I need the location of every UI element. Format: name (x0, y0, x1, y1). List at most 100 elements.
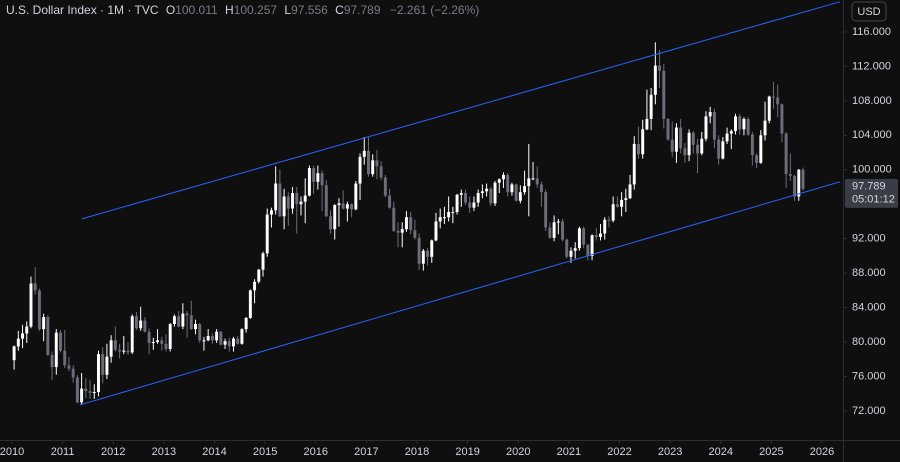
candle-body (696, 144, 700, 154)
candle-body (434, 221, 438, 241)
candle-body (143, 320, 147, 332)
candle-body (480, 191, 484, 194)
candle-body (333, 205, 337, 230)
candle-body (59, 332, 62, 351)
candle-body (172, 316, 176, 324)
candle-body (400, 229, 404, 233)
candle-body (489, 188, 493, 204)
trend-line (81, 1, 840, 220)
candle-body (763, 120, 767, 136)
candle-body (746, 118, 750, 135)
candle-body (409, 217, 413, 231)
candle-body (198, 323, 202, 341)
candle-body (105, 356, 109, 375)
x-tick-label: 2011 (51, 446, 75, 458)
candle-body (738, 116, 742, 130)
x-tick-label: 2017 (354, 446, 378, 458)
candle-body (464, 193, 467, 203)
x-tick-label: 2014 (202, 446, 226, 458)
candle-body (324, 185, 328, 217)
candle-body (607, 219, 611, 221)
y-tick-label: 116.000 (852, 26, 891, 38)
candle-body (472, 202, 476, 208)
candle-body (210, 336, 214, 341)
symbol-title: U.S. Dollar Index · 1M · TVC (6, 3, 159, 17)
candle-body (194, 323, 197, 330)
candle-body (788, 174, 792, 176)
candle-body (101, 354, 105, 375)
candle-body (244, 317, 248, 330)
candle-body (497, 179, 501, 183)
candle-body (793, 175, 797, 197)
chart-header: U.S. Dollar Index · 1M · TVC O100.011 H1… (6, 3, 479, 17)
close-value: 97.789 (344, 3, 381, 17)
high-label: H (225, 3, 234, 17)
candle-body (658, 65, 662, 71)
last-price-box (845, 178, 898, 208)
candle-body (80, 388, 84, 403)
candle-body (269, 210, 273, 215)
candle-body (265, 214, 269, 254)
candle-body (544, 192, 548, 228)
candle-body (666, 118, 670, 140)
candle-body (641, 129, 645, 155)
candle-body (628, 184, 632, 199)
candle-body (485, 188, 489, 192)
candle-body (282, 196, 286, 217)
candle-body (206, 336, 210, 341)
candle-body (189, 315, 193, 330)
candle-body (261, 253, 265, 270)
y-tick-label: 92.000 (852, 233, 886, 245)
candle-body (582, 228, 586, 245)
x-tick-label: 2018 (405, 446, 429, 458)
x-tick-label: 2026 (810, 446, 834, 458)
candle-body (594, 235, 598, 237)
candle-body (620, 199, 624, 207)
candle-body (780, 104, 784, 134)
candle-body (476, 193, 480, 203)
candle-body (725, 133, 729, 142)
currency-label[interactable]: USD (857, 6, 880, 18)
candle-body (46, 317, 50, 355)
x-tick-label: 2022 (607, 446, 631, 458)
candle-body (379, 166, 383, 178)
candle-body (126, 350, 130, 353)
candle-body (438, 217, 442, 222)
candle-body (375, 160, 379, 167)
candle-body (535, 178, 539, 185)
candle-body (97, 354, 100, 393)
candle-body (303, 195, 307, 202)
candle-body (16, 338, 20, 347)
x-tick-label: 2015 (253, 446, 277, 458)
candle-body (215, 331, 219, 341)
candle-body (506, 174, 510, 193)
candle-body (168, 323, 172, 349)
candle-body (139, 320, 143, 329)
candle-body (704, 116, 708, 139)
candle-body (122, 350, 126, 352)
candle-body (295, 193, 299, 205)
candle-body (75, 377, 79, 403)
candle-body (367, 150, 370, 175)
candle-body (92, 392, 96, 394)
candle-body (683, 148, 687, 156)
candle-body (164, 343, 168, 349)
candle-body (118, 349, 122, 352)
candle-body (662, 70, 666, 119)
candle-body (556, 221, 560, 223)
change-value: −2.261 (−2.26%) (390, 3, 479, 17)
candle-body (797, 169, 801, 197)
candle-body (236, 338, 240, 344)
candle-body (25, 326, 29, 334)
currency-button[interactable] (851, 1, 887, 22)
candle-body (248, 290, 252, 318)
x-tick-label: 2010 (0, 446, 24, 458)
candle-body (573, 248, 577, 251)
candle-body (404, 217, 408, 230)
candle-body (371, 160, 375, 175)
y-tick-label: 72.000 (852, 405, 886, 417)
candle-body (156, 340, 160, 343)
candle-body (649, 94, 653, 119)
candle-body (392, 207, 396, 231)
